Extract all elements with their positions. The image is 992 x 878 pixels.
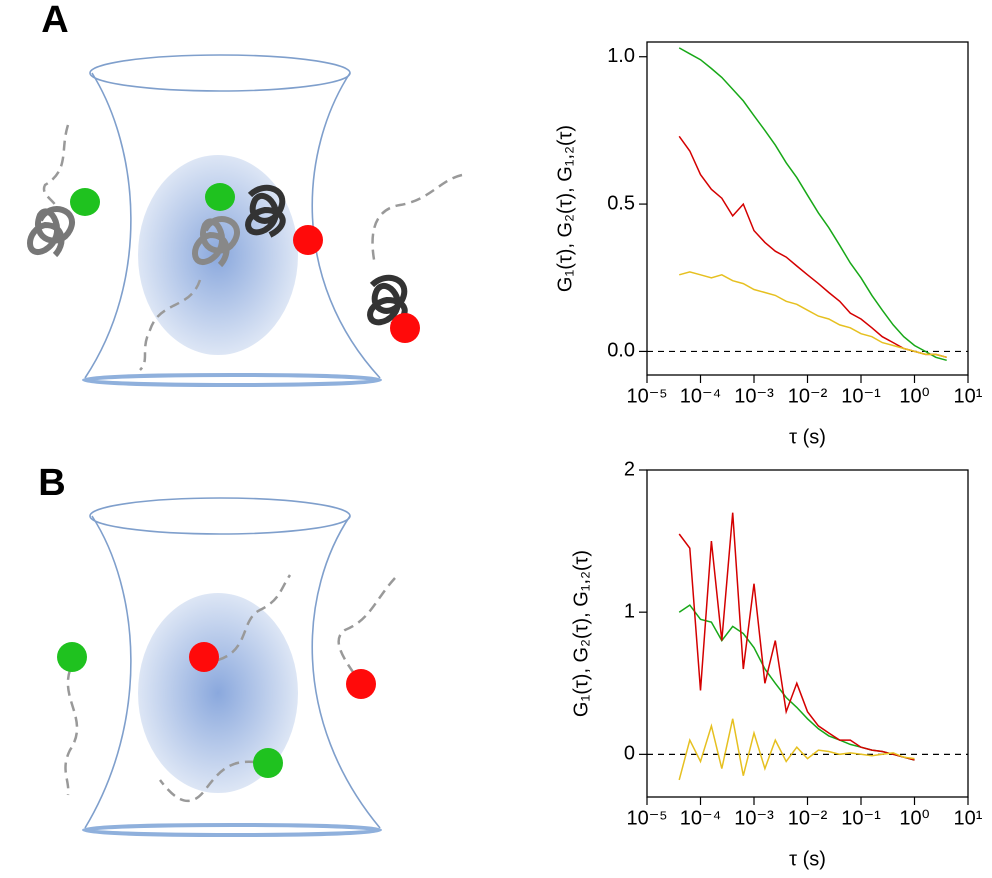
x-tick-label: 10⁻¹ (841, 807, 881, 829)
protein (367, 274, 408, 328)
x-tick-label: 10⁻⁴ (680, 807, 721, 829)
plot-frame (646, 41, 969, 376)
y-tick-label: 1 (624, 600, 635, 622)
linker (217, 574, 292, 662)
linker (371, 173, 463, 266)
x-tick-label: 10¹ (954, 385, 983, 407)
protein (27, 206, 75, 258)
y-axis-label: G₁(τ), G₂(τ), G₁,₂(τ) (570, 550, 592, 717)
red-dye (189, 642, 219, 672)
red-dye (293, 225, 323, 255)
x-tick-label: 10⁻¹ (841, 385, 881, 407)
beam-left (84, 72, 132, 379)
x-tick-label: 10⁻³ (734, 807, 774, 829)
diagram-a (27, 54, 463, 387)
protein (245, 184, 286, 238)
beam-right (311, 515, 381, 829)
x-tick-label: 10⁻³ (734, 385, 774, 407)
panel-label: B (38, 462, 65, 504)
x-tick-label: 10⁰ (899, 385, 929, 407)
x-tick-label: 10⁻² (788, 385, 828, 407)
x-tick-label: 10⁻⁵ (626, 807, 667, 829)
y-tick-label: 1.0 (607, 45, 635, 67)
y-tick-label: 0 (624, 743, 635, 765)
beam-left (84, 515, 132, 829)
series-line (679, 271, 947, 359)
beam-top (89, 497, 351, 535)
beam-bottom (82, 373, 382, 387)
y-axis-label: G₁(τ), G₂(τ), G₁,₂(τ) (554, 125, 576, 292)
green-dye (253, 748, 283, 778)
panel-label: A (41, 0, 68, 41)
x-tick-label: 10⁻⁴ (680, 385, 721, 407)
series-line (678, 47, 947, 362)
green-dye (205, 183, 235, 211)
linker (337, 577, 396, 676)
x-tick-label: 10¹ (954, 807, 983, 829)
linker (139, 279, 202, 371)
series-line (678, 512, 915, 761)
beam-bottom (82, 823, 382, 837)
red-dye (346, 669, 376, 699)
y-tick-label: 0.0 (607, 340, 635, 362)
diagram-b (57, 497, 396, 837)
y-tick-label: 0.5 (607, 192, 635, 214)
plot-frame (646, 469, 969, 798)
x-tick-label: 10⁰ (899, 807, 929, 829)
x-tick-label: 10⁻⁵ (626, 385, 667, 407)
protein (192, 216, 240, 268)
linker (159, 760, 256, 802)
y-tick-label: 2 (624, 458, 635, 480)
linker (64, 669, 79, 796)
focal-volume (138, 593, 298, 793)
x-axis-label: τ (s) (789, 848, 826, 870)
beam-top (89, 54, 351, 92)
linker (42, 124, 70, 211)
series-line (678, 718, 915, 781)
beam-right (311, 72, 381, 379)
green-dye (70, 188, 100, 216)
x-axis-label: τ (s) (789, 426, 826, 448)
red-dye (390, 313, 420, 343)
series-line (678, 135, 947, 359)
green-dye (57, 642, 87, 672)
x-tick-label: 10⁻² (788, 807, 828, 829)
